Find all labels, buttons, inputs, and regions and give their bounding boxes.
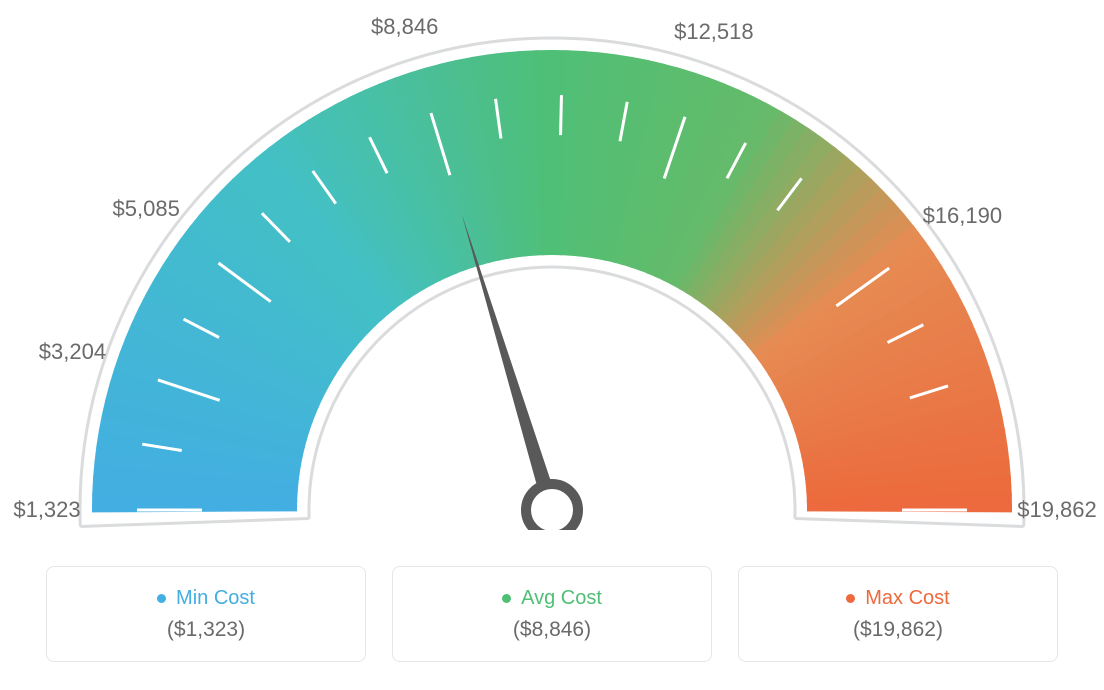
gauge-tick-label: $19,862 [1017, 497, 1097, 523]
gauge-tick-label: $16,190 [923, 203, 1003, 229]
cost-summary-cards: Min Cost ($1,323) Avg Cost ($8,846) Max … [46, 566, 1058, 662]
max-cost-card: Max Cost ($19,862) [738, 566, 1058, 662]
min-cost-dot [157, 594, 166, 603]
min-cost-card: Min Cost ($1,323) [46, 566, 366, 662]
avg-cost-card: Avg Cost ($8,846) [392, 566, 712, 662]
max-cost-label: Max Cost [865, 587, 949, 610]
gauge-tick-label: $8,846 [371, 14, 438, 40]
cost-gauge: $1,323$3,204$5,085$8,846$12,518$16,190$1… [32, 10, 1072, 530]
avg-cost-title: Avg Cost [502, 587, 602, 610]
gauge-tick-label: $12,518 [674, 19, 754, 45]
avg-cost-label: Avg Cost [521, 587, 602, 610]
min-cost-value: ($1,323) [167, 618, 245, 642]
gauge-tick-label: $5,085 [113, 196, 180, 222]
avg-cost-dot [502, 594, 511, 603]
avg-cost-value: ($8,846) [513, 618, 591, 642]
gauge-tick-label: $3,204 [39, 339, 106, 365]
max-cost-dot [846, 594, 855, 603]
max-cost-title: Max Cost [846, 587, 949, 610]
gauge-svg [32, 10, 1072, 530]
gauge-tick-label: $1,323 [13, 497, 80, 523]
min-cost-title: Min Cost [157, 587, 255, 610]
min-cost-label: Min Cost [176, 587, 255, 610]
max-cost-value: ($19,862) [853, 618, 943, 642]
